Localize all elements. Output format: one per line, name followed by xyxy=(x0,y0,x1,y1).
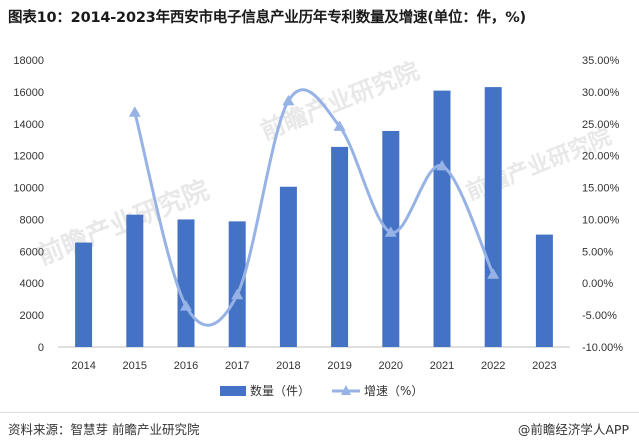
brand-label: @前瞻经济学人APP xyxy=(517,422,629,437)
y-left-tick-label: 8000 xyxy=(20,214,44,226)
line-point-marker xyxy=(487,268,500,279)
legend-label-bar: 数量（件） xyxy=(250,383,310,398)
axes: 0 2000 4000 6000 8000 10000 12000 14000 16000 180… xyxy=(13,55,623,372)
y-left-tick-label: 12000 xyxy=(13,151,44,163)
y-left-tick-label: 18000 xyxy=(13,55,44,67)
y-right-tick-label: 30.00% xyxy=(582,87,620,99)
chart-title: 图表10：2014-2023年西安市电子信息产业历年专利数量及增速(单位：件，%… xyxy=(8,10,526,26)
y-right-tick-label: -5.00% xyxy=(582,310,617,322)
y-left-tick-label: 2000 xyxy=(20,310,44,322)
y-right-tick-label: 5.00% xyxy=(582,246,613,258)
bar xyxy=(535,234,553,347)
line-point-marker xyxy=(180,300,192,311)
line-point-marker xyxy=(231,288,244,300)
line-series xyxy=(128,88,500,327)
y-left-tick-label: 6000 xyxy=(20,246,44,258)
line-point-marker xyxy=(282,94,295,106)
footer-divider xyxy=(0,412,639,413)
y-left-tick-label: 10000 xyxy=(13,183,44,195)
y-right-tick-label: -10.00% xyxy=(582,342,623,354)
bar xyxy=(177,219,195,347)
bar xyxy=(382,130,400,347)
bar xyxy=(484,87,502,347)
bar xyxy=(126,214,144,347)
legend-swatch-marker xyxy=(341,385,351,395)
x-tick-label: 2023 xyxy=(532,360,556,372)
x-tick-label: 2017 xyxy=(225,360,249,372)
bar xyxy=(75,242,93,347)
source-note: 资料来源：智慧芽 前瞻产业研究院 xyxy=(8,422,200,437)
line-point-marker xyxy=(384,226,397,237)
x-tick-label: 2016 xyxy=(174,360,198,372)
x-tick-label: 2022 xyxy=(481,360,505,372)
bar xyxy=(433,90,451,347)
x-tick-label: 2018 xyxy=(276,360,300,372)
y-right-tick-label: 25.00% xyxy=(582,119,620,131)
x-tick-label: 2021 xyxy=(430,360,454,372)
y-right-tick-label: 15.00% xyxy=(582,183,620,195)
y-right-tick-label: 0.00% xyxy=(582,278,613,290)
y-right-tick-label: 20.00% xyxy=(582,151,620,163)
line-point-marker xyxy=(128,106,141,117)
x-tick-label: 2015 xyxy=(123,360,147,372)
legend-label-line: 增速（%） xyxy=(364,384,423,398)
y-left-tick-label: 16000 xyxy=(13,87,44,99)
bar xyxy=(279,186,297,347)
x-tick-label: 2019 xyxy=(327,360,351,372)
bar xyxy=(228,221,246,347)
y-left-tick-label: 0 xyxy=(38,342,44,354)
x-tick-label: 2014 xyxy=(71,360,95,372)
legend: 数量（件） 增速（%） xyxy=(220,383,423,398)
x-tick-label: 2020 xyxy=(379,360,403,372)
bar xyxy=(331,146,349,347)
line-point-marker xyxy=(333,120,346,131)
y-left-tick-label: 4000 xyxy=(20,278,44,290)
y-left-tick-label: 14000 xyxy=(13,119,44,131)
line-point-marker xyxy=(436,159,448,171)
y-right-tick-label: 10.00% xyxy=(582,214,620,226)
legend-swatch-bar xyxy=(220,386,246,396)
y-right-tick-label: 35.00% xyxy=(582,55,620,67)
